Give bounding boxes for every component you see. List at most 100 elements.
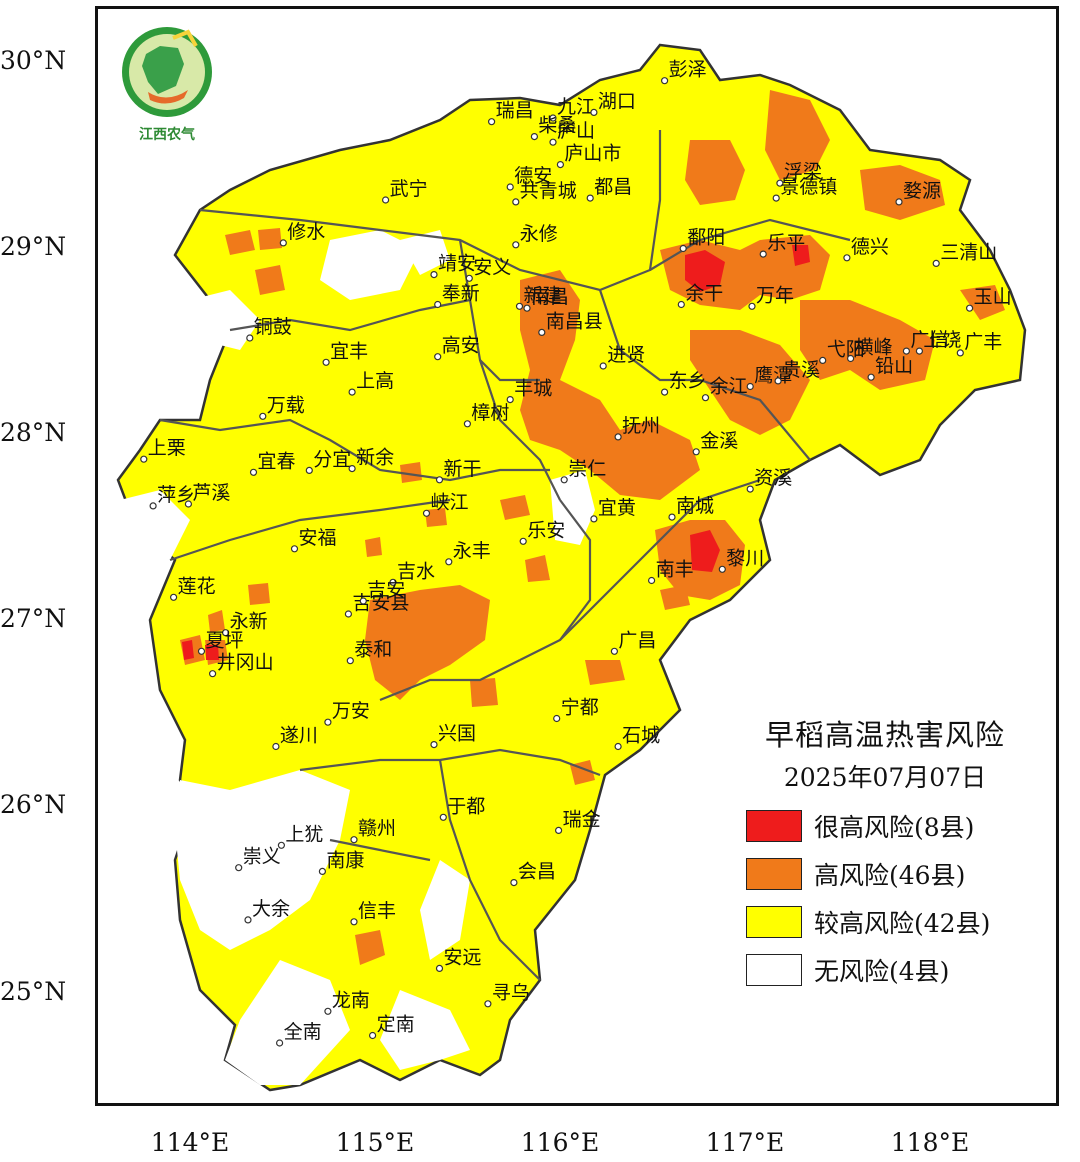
city-marker bbox=[149, 502, 157, 510]
city-marker bbox=[348, 388, 356, 396]
city-label: 武宁 bbox=[390, 178, 428, 200]
city-marker bbox=[692, 448, 700, 456]
city-label: 庐山市 bbox=[564, 143, 621, 165]
city-label: 贵溪 bbox=[782, 359, 820, 381]
city-marker bbox=[272, 742, 280, 751]
city-marker bbox=[560, 476, 568, 484]
city-label: 崇仁 bbox=[568, 458, 606, 480]
city-label: 乐平 bbox=[767, 232, 805, 254]
city-marker bbox=[556, 161, 565, 169]
city-marker bbox=[290, 545, 299, 553]
city-label: 南城 bbox=[676, 495, 714, 517]
city-label: 景德镇 bbox=[780, 176, 837, 198]
lat-label-27: 27°N bbox=[0, 604, 67, 633]
lon-label-117: 117°E bbox=[705, 1128, 785, 1157]
city-label: 上高 bbox=[356, 370, 394, 392]
city-marker bbox=[677, 300, 685, 309]
legend-item-none: 无风险(4县) bbox=[740, 946, 1040, 994]
city-marker bbox=[305, 466, 313, 474]
city-marker bbox=[277, 841, 285, 849]
city-marker bbox=[244, 916, 252, 924]
city-label: 湖口 bbox=[598, 90, 636, 112]
city-label: 大余 bbox=[252, 898, 290, 920]
city-marker bbox=[512, 198, 520, 206]
city-label: 信丰 bbox=[358, 900, 396, 922]
city-label: 铜鼓 bbox=[254, 316, 292, 338]
city-marker bbox=[484, 1000, 492, 1008]
city-label: 共青城 bbox=[520, 180, 577, 202]
city-label: 萍乡 bbox=[157, 484, 195, 506]
city-label: 庐山 bbox=[557, 120, 595, 142]
city-marker bbox=[590, 108, 598, 117]
city-marker bbox=[434, 353, 442, 361]
city-marker bbox=[369, 1031, 377, 1040]
city-marker bbox=[276, 1039, 284, 1047]
city-label: 万安 bbox=[332, 700, 370, 722]
city-label: 遂川 bbox=[280, 725, 318, 747]
city-label: 吉水 bbox=[397, 560, 435, 582]
city-label: 永丰 bbox=[453, 540, 491, 562]
city-marker bbox=[867, 373, 875, 381]
city-marker bbox=[389, 578, 397, 586]
city-label: 瑞金 bbox=[563, 808, 601, 830]
city-marker bbox=[668, 513, 676, 521]
city-marker bbox=[614, 433, 622, 441]
city-marker bbox=[523, 304, 531, 312]
city-label: 九江 bbox=[557, 96, 595, 118]
city-marker bbox=[554, 826, 563, 835]
city-marker bbox=[184, 500, 192, 508]
legend: 早稻高温热害风险 2025年07月07日 很高风险(8县) 高风险(46县) 较… bbox=[740, 712, 1040, 994]
city-marker bbox=[774, 377, 782, 385]
city-label: 丰城 bbox=[514, 378, 552, 400]
city-label: 余江 bbox=[710, 376, 748, 398]
city-marker bbox=[746, 485, 754, 493]
city-label: 上饶 bbox=[923, 329, 961, 351]
city-label: 泰和 bbox=[354, 639, 392, 661]
city-marker bbox=[430, 740, 438, 749]
city-marker bbox=[748, 302, 756, 310]
city-marker bbox=[519, 537, 527, 545]
city-label: 弋阳 bbox=[827, 338, 865, 360]
city-label: 修水 bbox=[287, 221, 325, 243]
city-label: 赣州 bbox=[358, 818, 396, 840]
sun-ray-icon bbox=[172, 29, 198, 47]
city-marker bbox=[350, 918, 358, 926]
city-label: 上栗 bbox=[148, 437, 186, 459]
city-marker bbox=[235, 864, 243, 872]
city-label: 井冈山 bbox=[217, 652, 274, 674]
logo-text: 江西农气 bbox=[139, 126, 195, 143]
city-marker bbox=[718, 565, 726, 573]
city-label: 龙南 bbox=[332, 989, 370, 1011]
city-label: 安远 bbox=[444, 946, 482, 968]
city-label: 全南 bbox=[284, 1021, 322, 1043]
city-label: 婺源 bbox=[903, 180, 941, 202]
high-risk-areas bbox=[180, 90, 1005, 965]
city-marker bbox=[430, 271, 438, 279]
city-label: 安义 bbox=[473, 256, 511, 278]
city-label: 寻乌 bbox=[492, 982, 530, 1004]
city-marker bbox=[506, 396, 514, 404]
no-risk-areas bbox=[120, 230, 840, 1085]
lon-label-114: 114°E bbox=[150, 1128, 230, 1157]
city-label: 乐安 bbox=[527, 519, 565, 541]
city-label: 会昌 bbox=[518, 861, 556, 883]
city-label: 德安 bbox=[514, 165, 552, 187]
city-marker bbox=[965, 304, 974, 312]
legend-swatch-high bbox=[746, 858, 802, 890]
legend-swatch-very-high bbox=[746, 810, 802, 842]
city-label: 东乡 bbox=[669, 370, 707, 392]
city-marker bbox=[506, 183, 514, 191]
city-label: 峡江 bbox=[431, 491, 469, 513]
city-label: 永修 bbox=[520, 223, 558, 245]
city-label: 鹰潭 bbox=[754, 365, 792, 387]
city-marker bbox=[772, 194, 780, 202]
city-label: 玉山 bbox=[974, 286, 1012, 308]
city-label: 瑞昌 bbox=[496, 100, 534, 122]
city-marker bbox=[510, 878, 518, 887]
lon-label-115: 115°E bbox=[335, 1128, 415, 1157]
city-label: 彭泽 bbox=[669, 59, 707, 81]
city-marker bbox=[647, 576, 656, 585]
very-high-risk-areas bbox=[182, 245, 810, 660]
legend-date: 2025年07月07日 bbox=[783, 763, 987, 792]
